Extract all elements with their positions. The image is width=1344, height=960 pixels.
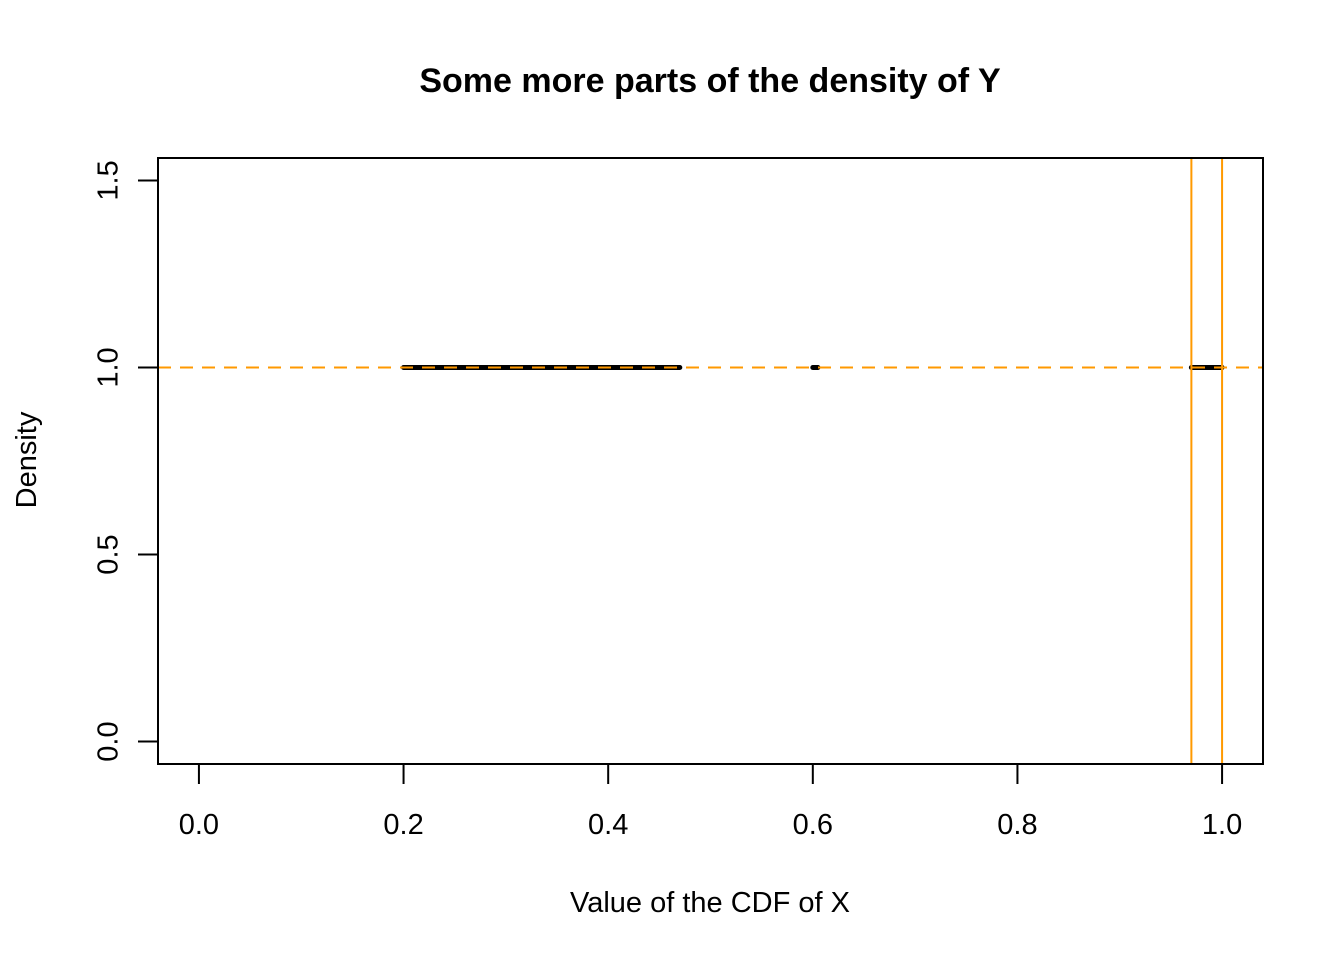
plot-frame	[157, 157, 1264, 765]
x-tick-label: 0.4	[588, 809, 628, 841]
y-axis-label: Density	[11, 411, 43, 508]
x-tick-label: 1.0	[1202, 809, 1242, 841]
x-tick-label: 0.8	[997, 809, 1037, 841]
chart-title: Some more parts of the density of Y	[419, 62, 1001, 100]
x-tick-label: 0.2	[383, 809, 423, 841]
x-tick-label: 0.6	[793, 809, 833, 841]
y-tick-label: 1.5	[93, 160, 125, 200]
x-tick-label: 0.0	[179, 809, 219, 841]
x-axis-label: Value of the CDF of X	[570, 887, 850, 919]
y-tick-label: 0.0	[93, 721, 125, 761]
y-tick-label: 0.5	[93, 534, 125, 574]
y-tick-label: 1.0	[93, 347, 125, 387]
